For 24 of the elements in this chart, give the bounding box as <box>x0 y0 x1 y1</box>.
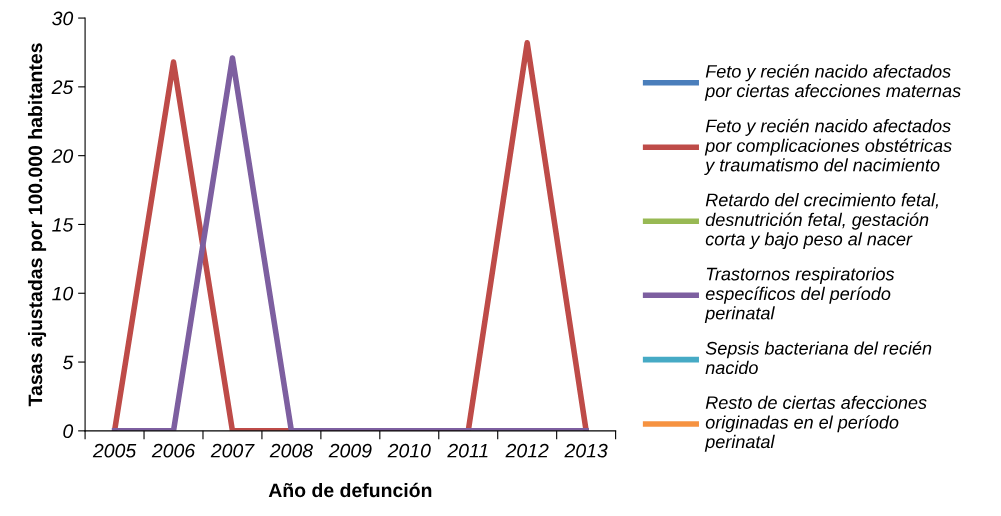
x-tick-label: 2013 <box>564 443 608 458</box>
y-tick-label: 25 <box>51 80 74 95</box>
x-tick-label: 2009 <box>328 443 372 458</box>
legend-label: Feto y recién nacido afectados por complicaciones obstétricas y traumatismo del nacimiento <box>704 118 952 176</box>
legend-label: Resto de ciertas afecciones originadas en el período perinatal <box>704 395 927 452</box>
y-axis-title: Tasas ajustadas por 100.000 habitantes <box>27 43 47 407</box>
y-tick-label: 20 <box>51 149 74 163</box>
x-tick-label: 2008 <box>269 443 313 458</box>
legend-label: Feto y recién nacido afectados por ciertas afecciones maternas <box>704 64 961 101</box>
y-tick-label: 0 <box>63 424 74 439</box>
x-tick-label: 2006 <box>151 443 196 458</box>
legend-label: Retardo del crecimiento fetal, desnutrición fetal, gestación corta y bajo peso al nacer <box>705 193 938 250</box>
y-tick-label: 15 <box>52 218 74 232</box>
x-tick-label: 2011 <box>447 443 488 458</box>
x-tick-label: 2012 <box>505 443 549 458</box>
y-tick-label: 30 <box>52 11 74 26</box>
y-tick-label: 5 <box>62 355 74 370</box>
legend-label: Trastornos respiratorios específicos del período perinatal <box>704 267 895 324</box>
x-tick-label: 2010 <box>387 443 431 458</box>
x-tick-label: 2005 <box>92 443 137 458</box>
x-tick-label: 2007 <box>210 443 255 458</box>
x-axis-title: Año de defunción <box>268 482 432 498</box>
legend-label: Sepsis bacteriana del recién nacido <box>705 341 932 375</box>
y-tick-label: 10 <box>52 286 74 301</box>
